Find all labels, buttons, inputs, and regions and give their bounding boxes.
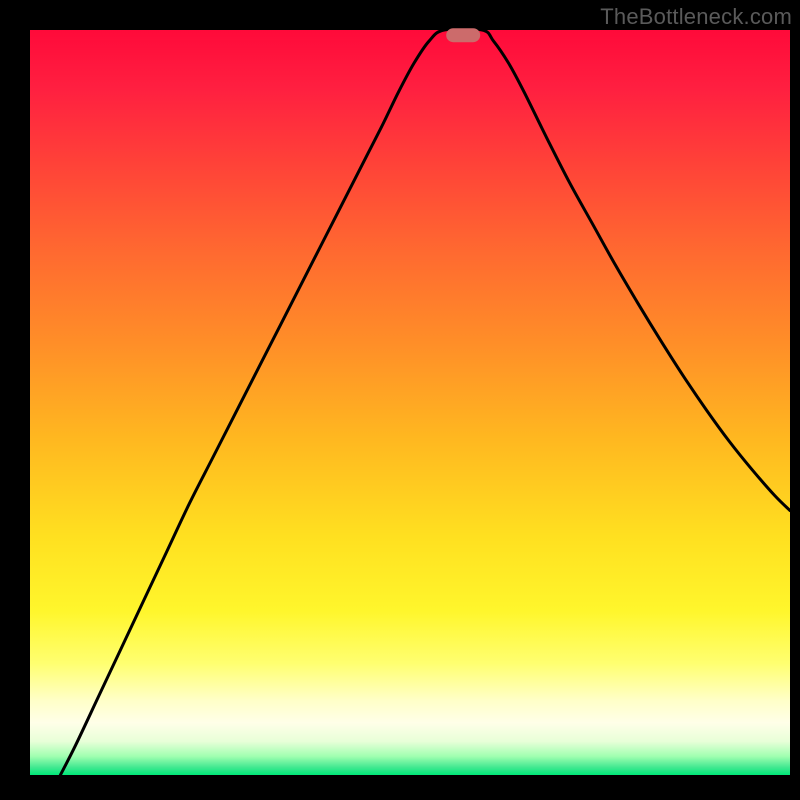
watermark-text: TheBottleneck.com [600, 4, 792, 30]
plot-background [30, 30, 790, 775]
bottleneck-chart: TheBottleneck.com [0, 0, 800, 800]
optimal-marker [446, 28, 480, 42]
chart-svg [0, 0, 800, 800]
